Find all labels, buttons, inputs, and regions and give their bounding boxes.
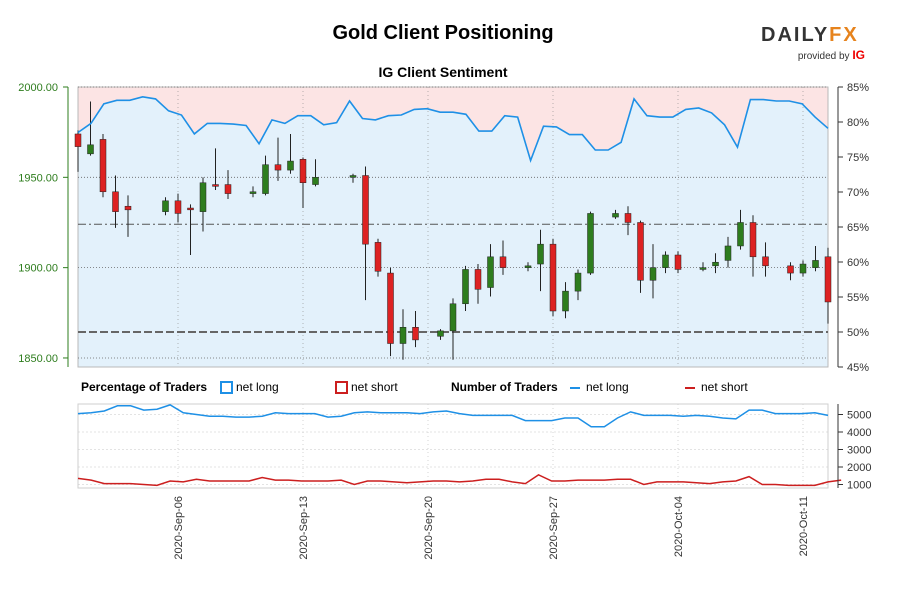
candle-body — [637, 222, 644, 281]
date-tick-label: 2020-Sep-20 — [423, 496, 435, 560]
price-tick-label: 2000.00 — [18, 82, 58, 94]
candle-body — [762, 256, 769, 267]
candle-body — [812, 260, 819, 268]
candle-body — [699, 267, 707, 270]
chart-subtitle: IG Client Sentiment — [378, 64, 508, 80]
candle-body — [274, 164, 282, 171]
legend-long-line — [570, 387, 580, 389]
candle-body — [524, 265, 532, 268]
candle-body — [449, 303, 457, 332]
candle-body — [312, 177, 319, 185]
candle-body — [112, 191, 119, 212]
pct-tick-label: 60% — [847, 257, 869, 269]
date-tick-label: 2020-Sep-13 — [298, 496, 310, 560]
pct-tick-label: 50% — [847, 327, 869, 339]
legend-short-swatch — [335, 381, 348, 394]
candle-body — [737, 222, 744, 247]
candle-body — [624, 213, 632, 223]
candle-body — [87, 144, 94, 155]
pct-tick-label: 70% — [847, 187, 869, 199]
legend-long-swatch — [220, 381, 233, 394]
legend-number-title: Number of Traders — [451, 380, 558, 394]
candle-body — [437, 330, 444, 337]
candle-body — [412, 327, 419, 341]
net-short-count-line — [77, 474, 842, 487]
date-tick-label: 2020-Sep-27 — [548, 496, 560, 560]
candle-body — [299, 159, 307, 183]
candle-body — [487, 256, 494, 288]
count-plot-frame — [77, 403, 829, 489]
legend-percentage-title: Percentage of Traders — [81, 380, 208, 394]
candle-body — [224, 184, 232, 194]
ig-logo: IG — [852, 48, 865, 62]
pct-tick-label: 65% — [847, 222, 869, 234]
logo-provided-by: provided by — [797, 51, 850, 62]
pct-tick-label: 75% — [847, 152, 869, 164]
candle-body — [662, 254, 669, 268]
price-tick-label: 1900.00 — [18, 263, 58, 275]
candle-body — [649, 267, 657, 281]
count-tick-label: 1000 — [847, 480, 871, 492]
date-tick-label: 2020-Sep-06 — [173, 496, 185, 560]
net-short-zone — [78, 87, 828, 161]
candle-body — [162, 200, 169, 212]
logo-fx: FX — [829, 24, 859, 46]
date-tick-label: 2020-Oct-04 — [673, 496, 685, 557]
candle-body — [374, 242, 382, 272]
candle-body — [499, 256, 507, 268]
chart-title: Gold Client Positioning — [332, 22, 554, 44]
count-tick-label: 5000 — [847, 410, 871, 422]
candle-body — [199, 182, 207, 212]
count-tick-label: 3000 — [847, 445, 871, 457]
candle-body — [787, 265, 794, 274]
legend-pct-long-label: net long — [236, 380, 279, 394]
pct-tick-label: 55% — [847, 292, 869, 304]
candle-body — [362, 175, 369, 245]
legend-pct-short-label: net short — [351, 380, 398, 394]
candle-body — [74, 133, 82, 147]
price-tick-label: 1950.00 — [18, 172, 58, 184]
logo-text: DAILY — [761, 24, 830, 46]
candle-body — [399, 327, 407, 344]
pct-tick-label: 45% — [847, 362, 869, 374]
candle-body — [549, 243, 557, 312]
candle-body — [712, 261, 719, 267]
pct-tick-label: 85% — [847, 82, 869, 94]
pct-tick-label: 80% — [847, 117, 869, 129]
candle-body — [349, 175, 357, 178]
count-tick-label: 4000 — [847, 427, 871, 439]
price-tick-label: 1850.00 — [18, 353, 58, 365]
candle-body — [212, 184, 219, 187]
candle-body — [249, 191, 257, 194]
date-tick-label: 2020-Oct-11 — [798, 496, 810, 556]
candle-body — [612, 213, 619, 218]
candle-body — [587, 213, 594, 274]
net-long-pct-line — [77, 95, 829, 164]
candle-body — [562, 290, 569, 312]
candle-body — [462, 269, 469, 305]
legend-num-long-label: net long — [586, 380, 629, 394]
candle-body — [262, 164, 269, 194]
candle-body — [537, 243, 544, 265]
count-tick-label: 2000 — [847, 462, 871, 474]
candle-body — [724, 245, 732, 261]
candle-body — [124, 205, 132, 211]
candle-body — [574, 272, 582, 292]
candle-body — [387, 272, 394, 344]
candle-body — [99, 139, 107, 193]
legend-short-line — [685, 387, 695, 389]
candle-body — [674, 254, 682, 270]
candle-body — [187, 207, 194, 211]
net-long-count-line — [77, 404, 829, 428]
candle-body — [287, 160, 294, 171]
candle-body — [824, 256, 832, 303]
candle-body — [799, 263, 807, 274]
candle-body — [474, 269, 482, 290]
candle-body — [749, 222, 757, 258]
dailyfx-logo: DAILYFX provided by IG — [761, 24, 871, 62]
candle-body — [174, 200, 182, 214]
legend-num-short-label: net short — [701, 380, 748, 394]
